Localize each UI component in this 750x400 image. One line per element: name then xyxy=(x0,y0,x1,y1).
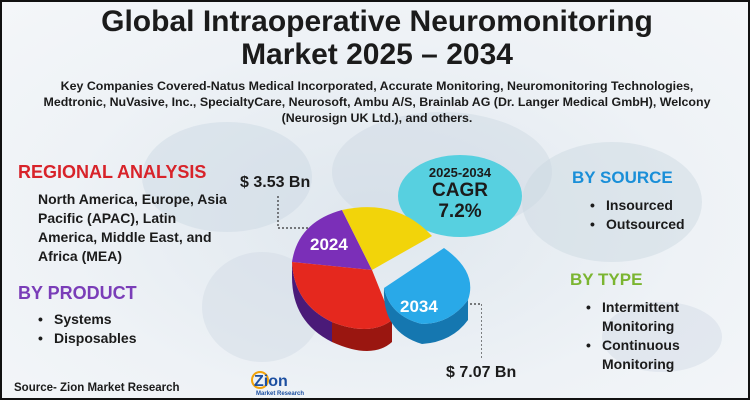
list-item: Systems xyxy=(38,310,136,329)
page-title-line2: Market 2025 – 2034 xyxy=(241,38,513,71)
pie-slice-yellow xyxy=(342,207,432,270)
svg-text:Zion: Zion xyxy=(254,373,288,390)
list-item: Outsourced xyxy=(590,215,685,234)
cagr-label: CAGR xyxy=(432,180,488,201)
market-value-2024: $ 3.53 Bn xyxy=(240,174,311,191)
regional-analysis-heading: REGIONAL ANALYSIS xyxy=(18,162,207,182)
pie-slice-red xyxy=(292,262,392,330)
year-2024-label: 2024 xyxy=(310,235,348,254)
cagr-value: 7.2% xyxy=(438,201,482,222)
regional-analysis-text: North America, Europe, Asia Pacific (APA… xyxy=(38,191,227,264)
list-item: Disposables xyxy=(38,329,136,348)
by-product-heading: BY PRODUCT xyxy=(18,283,137,303)
world-map-shape xyxy=(142,122,312,232)
by-source-heading: BY SOURCE xyxy=(572,168,673,187)
key-companies-text: Key Companies Covered-Natus Medical Inco… xyxy=(43,79,711,125)
zion-logo: Zion Market Research xyxy=(250,366,320,398)
year-2034-label: 2034 xyxy=(400,297,438,316)
product-list: Systems Disposables xyxy=(38,310,136,348)
pie-slice-purple xyxy=(292,210,372,270)
pie-slice-red-side xyxy=(332,320,392,351)
pie-graphic: 2024 2034 xyxy=(277,196,482,360)
list-item: Insourced xyxy=(590,196,685,215)
source-list: Insourced Outsourced xyxy=(590,196,685,234)
pie-slice-purple-side xyxy=(292,262,332,342)
list-item: Intermittent Monitoring xyxy=(586,298,746,336)
market-value-2034: $ 7.07 Bn xyxy=(446,364,517,381)
page-title-line1: Global Intraoperative Neuromonitoring xyxy=(101,5,653,38)
source-note: Source- Zion Market Research xyxy=(14,382,180,394)
cagr-bubble: 2025-2034 CAGR 7.2% xyxy=(398,155,522,237)
type-list: Intermittent Monitoring Continuous Monit… xyxy=(586,298,746,374)
svg-text:Market Research: Market Research xyxy=(256,391,304,397)
pie-slice-blue-side xyxy=(383,288,468,344)
by-type-heading: BY TYPE xyxy=(570,270,643,289)
list-item: Continuous Monitoring xyxy=(586,336,746,374)
pie-slice-blue xyxy=(384,248,471,324)
cagr-years: 2025-2034 xyxy=(428,165,492,180)
zion-logo-graphic: Zion Market Research xyxy=(251,371,304,397)
